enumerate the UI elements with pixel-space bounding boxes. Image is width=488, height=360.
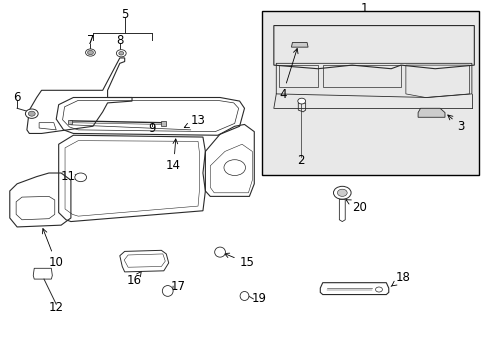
Text: 9: 9 [147,122,155,135]
Text: 14: 14 [166,139,181,172]
Text: 15: 15 [224,253,254,269]
Text: 19: 19 [251,292,266,305]
Circle shape [75,173,86,182]
Text: 4: 4 [278,49,297,102]
Polygon shape [161,121,166,126]
Circle shape [25,109,38,118]
Text: 16: 16 [127,271,142,287]
Circle shape [116,50,126,57]
Circle shape [333,186,350,199]
Text: 5: 5 [121,8,128,21]
Text: 11: 11 [61,170,80,183]
Ellipse shape [240,292,248,301]
Ellipse shape [214,247,225,257]
Text: 2: 2 [296,154,304,167]
Polygon shape [68,120,72,125]
Text: 17: 17 [171,280,185,293]
Circle shape [85,49,95,56]
Circle shape [224,160,245,176]
Polygon shape [417,108,444,117]
Text: 12: 12 [49,301,63,314]
Text: 3: 3 [447,115,464,133]
Text: 13: 13 [184,114,205,127]
Circle shape [375,287,382,292]
Ellipse shape [162,285,173,296]
Circle shape [87,50,93,55]
Circle shape [297,98,305,104]
Bar [261,11,478,175]
Circle shape [337,189,346,197]
Text: 20: 20 [346,200,366,214]
Text: 18: 18 [390,271,410,287]
Polygon shape [291,42,307,47]
Text: 7: 7 [86,34,94,47]
Text: 8: 8 [116,34,123,47]
Circle shape [28,111,35,116]
Text: 1: 1 [360,2,367,15]
Circle shape [119,51,123,55]
Text: 10: 10 [42,229,63,269]
Text: 6: 6 [13,91,21,104]
